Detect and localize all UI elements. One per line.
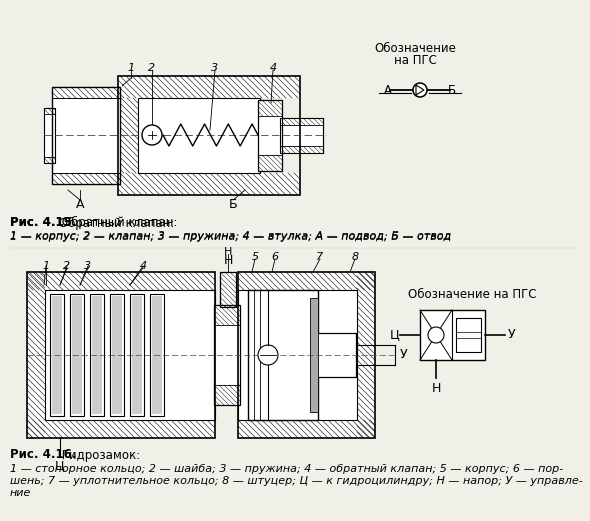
Bar [152,296,162,414]
Text: 5: 5 [251,252,258,262]
Text: 1 — корпус; 2 — клапан; 3 — пружина; 4 — втулка; А — подвод; Б — отвод: 1 — корпус; 2 — клапан; 3 — пружина; 4 —… [10,231,451,241]
Bar [132,296,142,414]
Bar [52,87,120,184]
Text: Рис. 4.15.: Рис. 4.15. [10,216,77,229]
Text: 3: 3 [84,261,91,271]
Bar [258,155,282,171]
Bar [70,294,84,416]
Text: 1: 1 [42,261,50,271]
Bar [27,420,215,438]
Bar [238,420,375,438]
Text: А: А [384,83,392,96]
Bar [280,125,323,146]
Bar [214,325,240,385]
Bar [130,294,144,416]
Text: 2: 2 [64,261,71,271]
Bar [238,272,375,290]
Text: Б: Б [229,197,237,210]
Text: 4: 4 [139,261,146,271]
Bar [118,76,300,195]
Bar [258,100,282,171]
Bar [214,385,240,405]
Circle shape [142,125,162,145]
Text: У: У [400,349,408,362]
Text: шень; 7 — уплотнительное кольцо; 8 — штуцер; Ц — к гидроцилиндру; Н — напор; У —: шень; 7 — уплотнительное кольцо; 8 — шту… [10,476,583,486]
Text: Ц: Ц [390,329,400,341]
Text: Ц: Ц [55,460,65,473]
Bar [45,290,215,420]
Text: Гидрозамок:: Гидрозамок: [58,449,140,462]
Bar [357,272,375,438]
Bar [220,272,236,307]
Text: Рис. 4.16.: Рис. 4.16. [10,449,77,462]
Polygon shape [416,85,424,95]
Bar [52,98,120,173]
Bar [44,108,55,114]
Bar [280,118,323,153]
Text: Обратный клапан:: Обратный клапан: [55,216,175,230]
Text: ние: ние [10,488,31,498]
Bar [214,305,240,325]
Text: 7: 7 [316,252,323,262]
Text: 8: 8 [352,252,359,262]
Bar [90,294,104,416]
Bar [118,98,138,173]
Bar [27,272,215,290]
Bar [220,272,236,307]
Bar [150,294,164,416]
Bar [280,118,323,125]
Text: Н: Н [224,247,232,257]
Bar [118,76,300,98]
Text: Рис. 4.15.: Рис. 4.15. [10,217,77,229]
Bar [44,114,55,157]
Text: Б: Б [448,83,456,96]
Bar [112,296,122,414]
Bar [420,310,485,360]
Text: на ПГС: на ПГС [394,54,437,67]
Bar [310,298,318,412]
Bar [280,146,323,153]
Bar [52,296,62,414]
Text: 6: 6 [271,252,278,262]
Text: А: А [76,197,84,210]
Bar [456,318,481,352]
Bar [52,87,120,98]
Bar [44,108,55,163]
Bar [214,305,240,405]
Bar [44,157,55,163]
Bar [118,173,300,195]
Bar [258,116,282,155]
Text: Обратный клапан:: Обратный клапан: [58,216,178,229]
Bar [27,272,45,438]
Bar [138,98,260,173]
Bar [92,296,102,414]
Text: Обозначение на ПГС: Обозначение на ПГС [408,289,536,302]
Bar [72,296,82,414]
Circle shape [428,327,444,343]
Text: Н: Н [223,254,232,267]
Bar [27,272,215,438]
Text: Обозначение: Обозначение [374,42,456,55]
Text: 2: 2 [149,63,156,73]
Bar [50,294,64,416]
Bar [258,100,282,116]
Text: Н: Н [431,381,441,394]
Text: 1 — стопорное кольцо; 2 — шайба; 3 — пружина; 4 — обратный клапан; 5 — корпус; 6: 1 — стопорное кольцо; 2 — шайба; 3 — пру… [10,464,563,474]
Text: У: У [508,329,516,341]
Bar [110,294,124,416]
Text: 3: 3 [211,63,218,73]
Bar [248,290,318,420]
Text: 1: 1 [127,63,135,73]
Text: 4: 4 [270,63,277,73]
Text: 1 — корпус; 2 — клапан; 3 — пружина; 4 — втулка; А — подвод; Б — отвод: 1 — корпус; 2 — клапан; 3 — пружина; 4 —… [10,232,451,242]
Bar [52,173,120,184]
Bar [316,333,356,377]
Circle shape [413,83,427,97]
Bar [238,290,357,420]
Circle shape [258,345,278,365]
Bar [238,272,375,438]
